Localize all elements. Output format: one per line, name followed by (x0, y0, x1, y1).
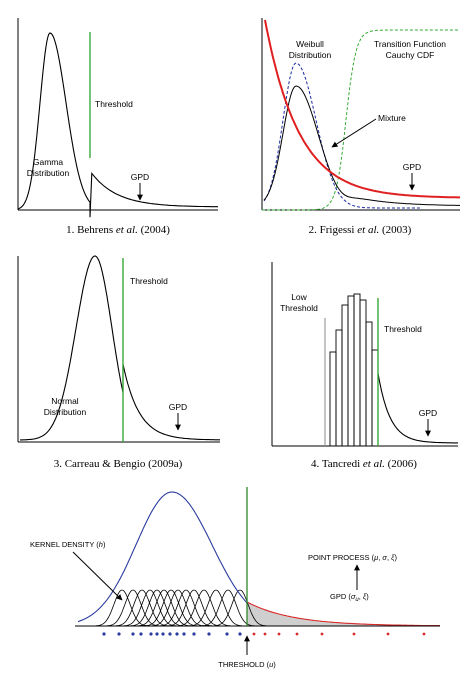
p5-kernel-curve (137, 589, 191, 627)
panel-frigessi: Weibull Distribution Transition Function… (261, 18, 460, 236)
p5-data-point-below (225, 632, 229, 636)
p2-weibull-label-2: Distribution (289, 50, 332, 60)
p5-gpd-label: GPD (σu, ξ) (330, 592, 369, 603)
p5-data-point-below (155, 632, 159, 636)
p5-data-point-below (131, 632, 135, 636)
p5-kernel-curve (106, 589, 160, 627)
p1-gpd-label: GPD (131, 172, 149, 182)
p3-normal-label-1: Normal (51, 396, 79, 406)
p1-gamma-gpd-curve (17, 32, 218, 218)
panel-kernel-point-process: KERNEL DENSITY (h) POINT PROCESS (μ, σ, … (30, 487, 440, 669)
p4-histogram-bar (347, 295, 355, 447)
p1-caption: 1. Behrens et al. (2004) (66, 224, 170, 236)
panel-carreau-bengio: Threshold Normal Distribution GPD 3. Car… (17, 255, 220, 470)
p2-weibull-curve (263, 62, 420, 209)
p2-transition-label-2: Cauchy CDF (386, 50, 435, 60)
p1-gamma-label-2: Distribution (27, 168, 70, 178)
p4-histogram-bar (359, 299, 367, 447)
p5-data-point-exceedance (352, 632, 356, 636)
p5-kernel-curve (151, 589, 205, 627)
p2-mixture-arrow (331, 118, 377, 148)
p3-gpd-label: GPD (169, 402, 187, 412)
p5-kernel-curve (123, 589, 177, 627)
p2-gpd-label: GPD (403, 162, 421, 172)
p2-caption: 2. Frigessi et al. (2003) (309, 224, 412, 236)
p5-kernel-curve (213, 589, 267, 627)
p4-histogram-bar (341, 304, 349, 447)
p5-kernel-curve (167, 589, 221, 627)
p4-threshold-label: Threshold (384, 324, 422, 334)
p5-data-point-exceedance (295, 632, 299, 636)
p5-data-point-below (149, 632, 153, 636)
p4-caption: 4. Tancredi et al. (2006) (311, 458, 417, 470)
p5-data-point-below (207, 632, 211, 636)
p5-gpd-curve (246, 601, 440, 627)
p2-mixture-curve (263, 85, 460, 206)
p5-data-point-below (238, 632, 242, 636)
p5-data-point-exceedance (277, 632, 281, 636)
p5-kernel-density-curve (77, 491, 248, 623)
p5-data-point-exceedance (252, 632, 256, 636)
p3-threshold-label: Threshold (130, 276, 168, 286)
p5-data-point-below (168, 632, 172, 636)
p5-kernels (95, 589, 267, 627)
p5-data-point-below (182, 632, 186, 636)
p5-point-process-label: POINT PROCESS (μ, σ, ξ) (308, 553, 397, 562)
p5-data-point-below (102, 632, 106, 636)
p4-gpd-label: GPD (419, 408, 437, 418)
p5-kernel-curve (144, 589, 198, 627)
p2-mixture-label: Mixture (378, 113, 406, 123)
p4-low-threshold-label-1: Low (291, 292, 307, 302)
p5-kernel-curve (201, 589, 255, 627)
p3-normal-gpd-curve (20, 255, 220, 441)
p4-histogram-bar (335, 329, 343, 447)
panel-behrens: Threshold Gamma Distribution GPD 1. Behr… (17, 18, 218, 236)
p4-histogram-bar (353, 293, 361, 447)
p5-kernel-curve (189, 589, 243, 627)
p5-kernel-curve (130, 589, 184, 627)
p5-data-points (102, 632, 426, 636)
p5-kernel-arrow (72, 551, 123, 601)
p5-data-point-exceedance (386, 632, 390, 636)
p5-data-point-below (139, 632, 143, 636)
p5-kernel-label: KERNEL DENSITY (h) (30, 540, 106, 549)
p1-threshold-label: Threshold (95, 99, 133, 109)
p4-gpd-tail-curve (377, 372, 458, 444)
p3-normal-label-2: Distribution (44, 407, 87, 417)
p5-threshold-label: THRESHOLD (u) (218, 660, 276, 669)
p2-weibull-label-1: Weibull (296, 39, 324, 49)
p5-data-point-below (161, 632, 165, 636)
p5-kernel-curve (159, 589, 213, 627)
p3-caption: 3. Carreau & Bengio (2009a) (54, 458, 183, 470)
p5-kernel-curve (115, 589, 169, 627)
p4-low-threshold-label-2: Threshold (280, 303, 318, 313)
panel-tancredi: Low Threshold Threshold GPD 4. Tancredi … (271, 262, 458, 470)
p5-data-point-exceedance (320, 632, 324, 636)
p5-tail-shading (247, 602, 440, 626)
p2-cauchy-cdf-curve (262, 29, 460, 211)
p1-gamma-label-1: Gamma (33, 157, 64, 167)
p2-transition-label-1: Transition Function (374, 39, 446, 49)
p5-data-point-below (175, 632, 179, 636)
p5-data-point-below (117, 632, 121, 636)
p5-data-point-exceedance (422, 632, 426, 636)
p4-histogram-bar (371, 349, 379, 447)
p5-data-point-exceedance (263, 632, 267, 636)
p2-gpd-curve (264, 19, 460, 199)
p4-histogram (329, 293, 379, 447)
p5-kernel-curve (177, 589, 231, 627)
p4-histogram-bar (329, 351, 337, 447)
p5-data-point-below (192, 632, 196, 636)
p4-histogram-bar (365, 321, 373, 447)
